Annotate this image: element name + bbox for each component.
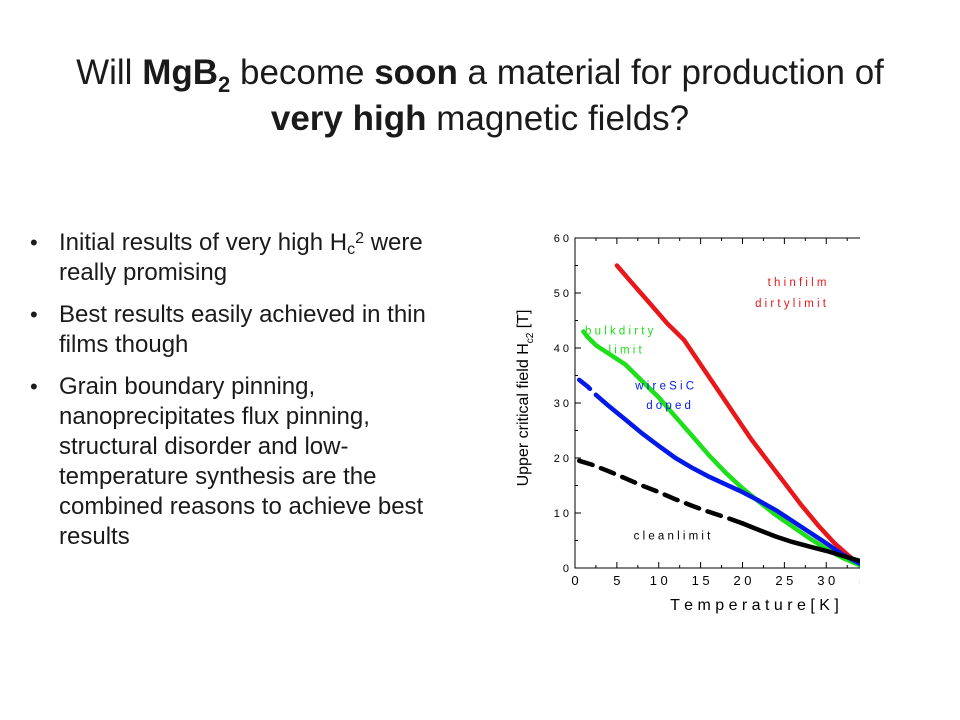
x-tick-label: 3 5 [859, 573, 860, 588]
bullet-item: • Initial results of very high Hc2 were … [30, 228, 470, 288]
y-axis-label-main: Upper critical field H [515, 343, 532, 486]
y-tick-label: 0 [563, 563, 569, 575]
bullet-list: • Initial results of very high Hc2 were … [30, 228, 470, 564]
y-axis-label: Upper critical field Hc2 [T] [515, 310, 536, 487]
x-axis-label: T e m p e r a t u r e [ K ] [670, 597, 839, 614]
hc2-temperature-chart: 051 01 52 02 53 03 54 001 02 03 04 05 06… [515, 233, 860, 614]
x-tick-label: 2 0 [733, 573, 751, 588]
series-line-bulk [581, 329, 860, 568]
y-tick-label: 3 0 [554, 398, 569, 410]
y-axis-label-unit: [T] [515, 310, 532, 333]
y-tick-label: 4 0 [554, 343, 569, 355]
title-text: magnetic fields? [426, 99, 690, 138]
bullet-dot-icon: • [30, 302, 38, 327]
title-text: Will [76, 53, 143, 92]
bullet-item: • Best results easily achieved in thin f… [30, 300, 470, 360]
series-line-thin [614, 263, 860, 567]
bullet-dot-icon: • [30, 374, 38, 399]
x-tick-label: 2 5 [775, 573, 793, 588]
series-line-wire_dash [576, 377, 599, 398]
title-text: a material for production of [457, 53, 884, 92]
bullet-text: Best results easily achieved in thin fil… [59, 301, 426, 358]
annotation-thin_line1: t h i n f i l m [768, 277, 827, 289]
annotation-clean_label: c l e a n l i m i t [634, 530, 711, 542]
annotation-bulk_line2: l i m i t [609, 345, 643, 357]
y-tick-label: 5 0 [554, 288, 569, 300]
title-bold-very-high: very high [270, 99, 427, 138]
title-subscript: 2 [218, 72, 231, 97]
x-tick-label: 5 [613, 573, 620, 588]
bullet-item: • Grain boundary pinning, nanoprecipitat… [30, 372, 470, 552]
series-line-wire [593, 392, 860, 567]
annotation-wire_line2: d o p e d [646, 400, 691, 412]
bullet-superscript: 2 [355, 230, 365, 247]
series-line-clean_dash [576, 458, 745, 526]
bullet-text: Initial results of very high H [59, 229, 348, 256]
x-tick-label: 3 0 [817, 573, 835, 588]
x-tick-label: 1 5 [692, 573, 710, 588]
x-tick-label: 1 0 [650, 573, 668, 588]
title-text: become [230, 53, 375, 92]
bullet-text: were really promising [59, 229, 423, 286]
title-bold-mgb: MgB [142, 53, 218, 92]
y-tick-label: 6 0 [554, 233, 569, 245]
series-line-clean_solid [740, 521, 860, 564]
bullet-text: Grain boundary pinning, nanoprecipitates… [59, 373, 424, 550]
y-axis-label-sub: c2 [525, 332, 536, 343]
annotation-wire_line1: w i r e S i C [634, 380, 694, 392]
y-tick-label: 2 0 [554, 453, 569, 465]
annotation-thin_line2: d i r t y l i m i t [755, 298, 827, 310]
slide-title: Will MgB2 become soon a material for pro… [40, 50, 920, 142]
bullet-subscript: c [347, 241, 356, 258]
x-tick-label: 0 [571, 573, 578, 588]
bullet-dot-icon: • [30, 230, 38, 255]
title-bold-soon: soon [374, 53, 458, 92]
y-tick-label: 1 0 [554, 508, 569, 520]
annotation-bulk_line1: b u l k d i r t y [585, 325, 654, 337]
